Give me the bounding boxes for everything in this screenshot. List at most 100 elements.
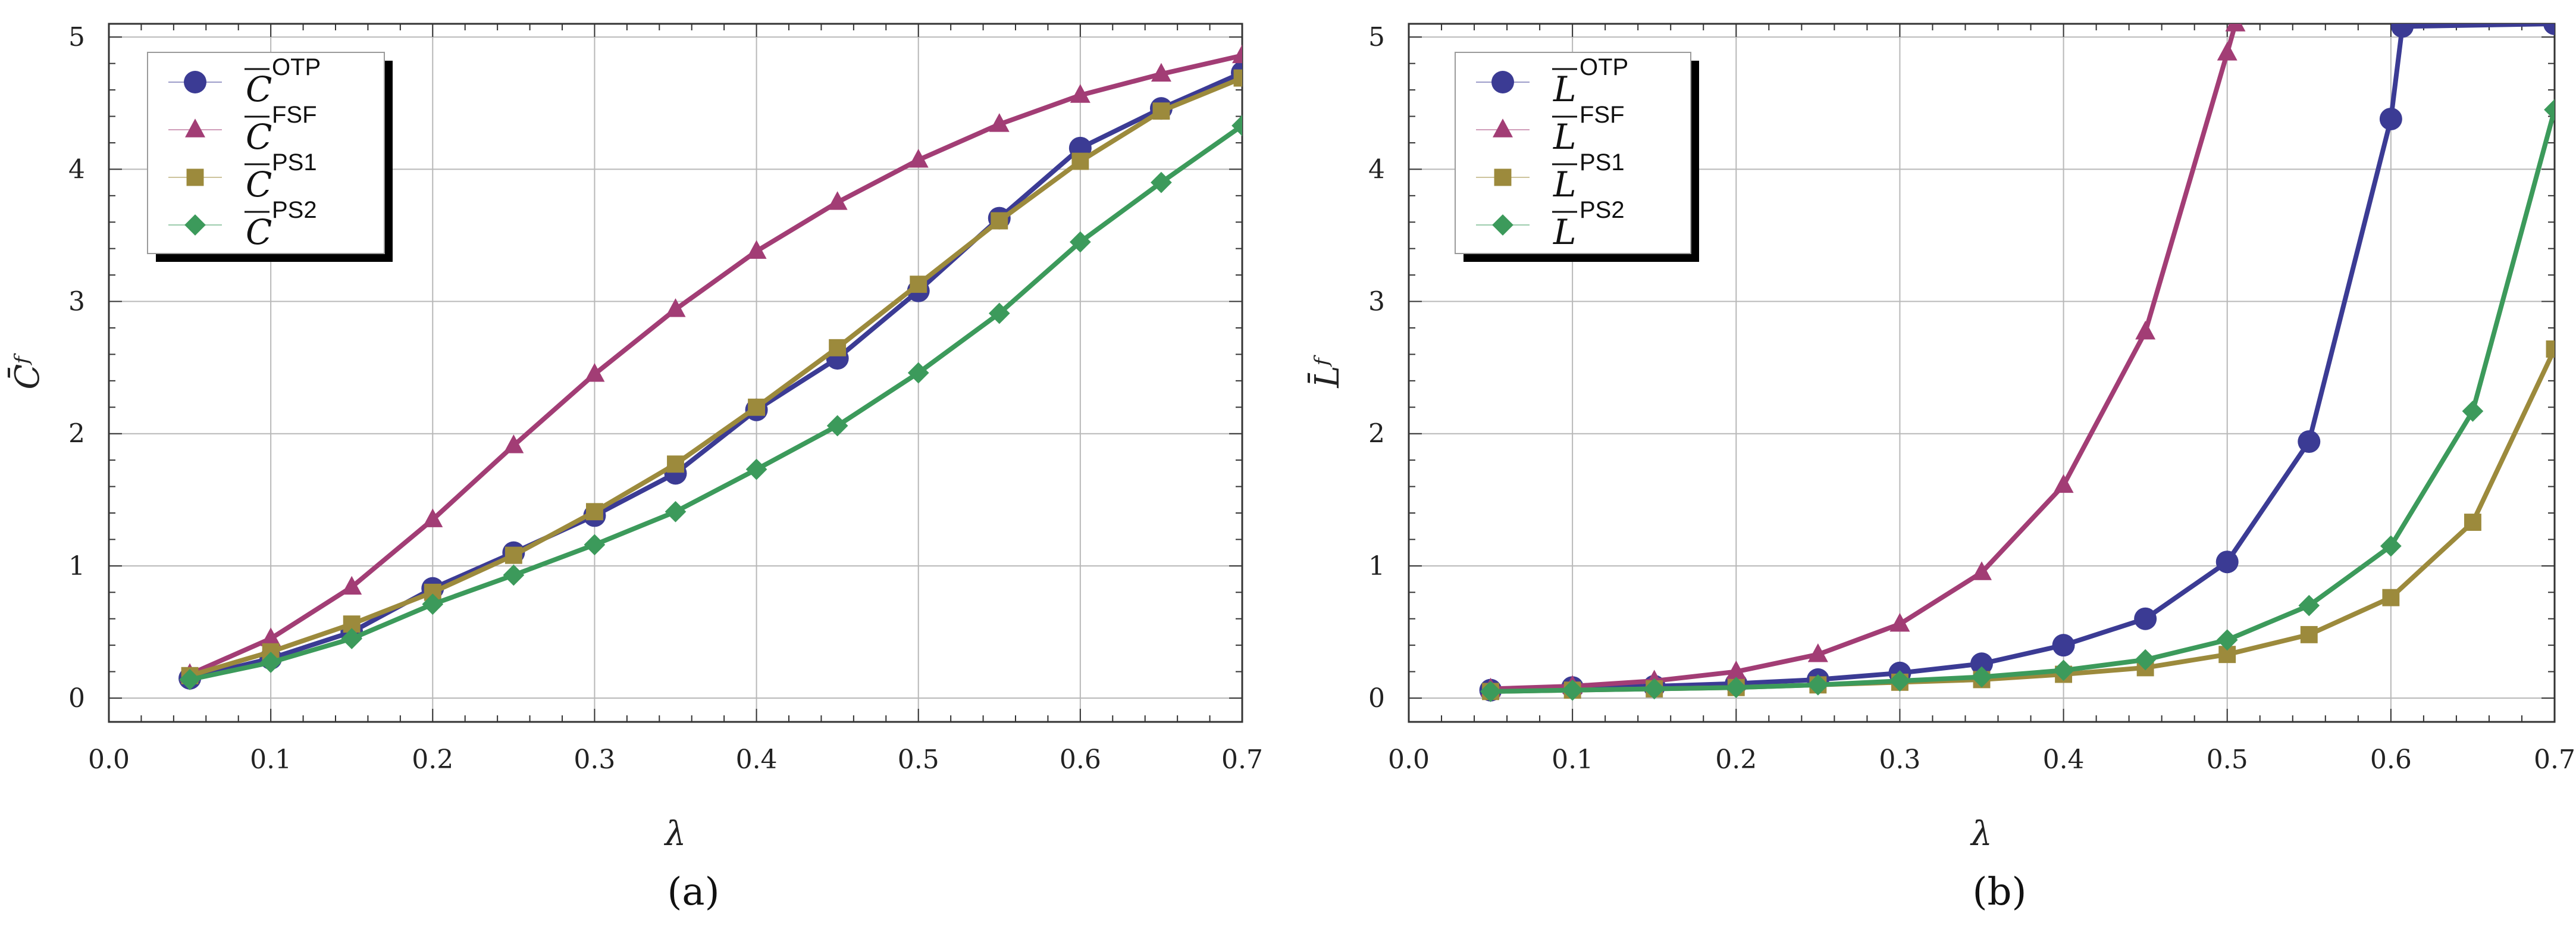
- data-point-ps2: [1971, 666, 1992, 688]
- legend-symbol: L: [1553, 164, 1577, 205]
- data-point-ps2: [503, 564, 525, 586]
- legend-marker-ps1: [186, 168, 204, 186]
- data-point-ps2: [2135, 649, 2156, 671]
- x-tick-label: 0.5: [2207, 745, 2248, 775]
- data-point-ps2: [179, 669, 200, 690]
- series-line-ps1: [189, 76, 1242, 678]
- y-tick-label: 2: [1368, 419, 1385, 449]
- legend-symbol: L: [1553, 212, 1577, 252]
- y-tick-label: 5: [1368, 22, 1385, 52]
- data-point-ps1: [1071, 152, 1089, 170]
- legend-superscript: PS2: [272, 197, 317, 223]
- plot-area: [1479, 24, 2555, 702]
- legend-marker-ps1: [1494, 168, 1512, 186]
- y-tick-label: 4: [68, 154, 85, 184]
- data-point-ps1: [504, 546, 522, 564]
- data-point-fsf: [261, 627, 281, 646]
- data-point-ps2: [745, 458, 767, 480]
- x-tick-label: 0.4: [736, 745, 778, 775]
- data-point-fsf: [2225, 24, 2246, 32]
- data-point-ps2: [1151, 171, 1172, 193]
- y-tick-label: 4: [1368, 154, 1385, 184]
- x-tick-label: 0.6: [2370, 745, 2412, 775]
- x-axis-label: λ: [1970, 815, 1992, 853]
- x-tick-label: 0.7: [2534, 745, 2575, 775]
- x-tick-label: 0.3: [1879, 745, 1920, 775]
- x-tick-label: 0.2: [412, 745, 453, 775]
- x-tick-label: 0.2: [1715, 745, 1757, 775]
- data-point-ps2: [907, 362, 929, 384]
- legend-symbol: C: [246, 164, 272, 205]
- data-point-ps2: [584, 534, 606, 556]
- data-point-ps1: [2382, 589, 2400, 606]
- series-line-ps2: [189, 123, 1242, 682]
- x-tick-label: 0.6: [1060, 745, 1101, 775]
- plot-frame: [108, 23, 1243, 723]
- y-axis-label: L̄ᶠ: [1307, 354, 1347, 388]
- data-point-ps2: [1807, 674, 1829, 696]
- data-point-otp: [2052, 634, 2075, 657]
- data-point-ps2: [2298, 595, 2320, 617]
- data-point-ps2: [826, 415, 848, 437]
- legend-superscript: PS2: [1580, 197, 1625, 223]
- legend-superscript: FSF: [1580, 102, 1625, 128]
- series-line-fsf: [189, 53, 1242, 677]
- series-line-otp: [1490, 24, 2555, 693]
- data-point-fsf: [1807, 643, 1828, 662]
- data-point-ps2: [1889, 670, 1911, 692]
- data-point-fsf: [1889, 612, 1910, 632]
- data-point-fsf: [2135, 320, 2156, 340]
- data-point-ps2: [2380, 535, 2402, 557]
- legend-symbol: C: [246, 69, 272, 110]
- y-tick-label: 0: [1368, 683, 1385, 714]
- x-tick-label: 0.0: [88, 745, 130, 775]
- data-point-otp: [1970, 652, 1993, 675]
- panel-a-chart: 0.0 0.1 0.2 0.3 0.4 0.5 0.6 0.7012345λC̄ᶠ(a)COT…: [7, 22, 1263, 914]
- data-point-ps2: [2462, 401, 2484, 422]
- legend-symbol: C: [246, 117, 272, 157]
- x-tick-label: 0.3: [574, 745, 615, 775]
- data-point-fsf: [1232, 44, 1242, 64]
- x-tick-label: 0.0: [1388, 745, 1430, 775]
- data-point-otp: [2379, 107, 2402, 130]
- data-point-ps2: [665, 501, 687, 523]
- plot-area: [178, 44, 1242, 690]
- data-point-fsf: [2053, 474, 2074, 493]
- data-point-ps2: [1725, 677, 1747, 699]
- legend-superscript: FSF: [272, 102, 317, 128]
- y-tick-label: 1: [68, 551, 85, 581]
- data-point-ps1: [2464, 514, 2481, 531]
- data-point-ps1: [2546, 340, 2555, 358]
- data-point-ps2: [422, 593, 444, 615]
- data-point-otp: [2543, 24, 2555, 35]
- data-point-ps2: [341, 628, 363, 649]
- data-point-ps1: [2300, 625, 2318, 643]
- data-point-otp: [2215, 550, 2239, 574]
- legend-marker-fsf: [185, 118, 205, 137]
- data-point-fsf: [827, 191, 848, 210]
- data-point-ps1: [1233, 69, 1242, 87]
- panel-label: (a): [667, 870, 719, 914]
- data-point-ps1: [829, 339, 847, 356]
- data-point-ps2: [2544, 99, 2555, 121]
- data-point-ps2: [2216, 629, 2238, 651]
- x-tick-label: 0.1: [1552, 745, 1593, 775]
- y-tick-label: 5: [68, 22, 85, 52]
- data-point-otp: [2298, 430, 2321, 453]
- data-point-fsf: [341, 575, 362, 595]
- data-point-ps2: [260, 652, 281, 673]
- data-point-ps1: [991, 212, 1008, 230]
- y-tick-label: 0: [68, 683, 85, 714]
- data-point-ps2: [1562, 679, 1583, 701]
- data-point-ps2: [1480, 681, 1502, 702]
- data-point-ps2: [1643, 678, 1665, 700]
- data-point-ps2: [988, 302, 1010, 324]
- legend-superscript: PS1: [1580, 149, 1625, 176]
- data-point-fsf: [2217, 42, 2237, 61]
- x-tick-label: 0.1: [250, 745, 292, 775]
- x-axis-label: λ: [664, 815, 687, 853]
- plot-frame: [1408, 23, 2556, 723]
